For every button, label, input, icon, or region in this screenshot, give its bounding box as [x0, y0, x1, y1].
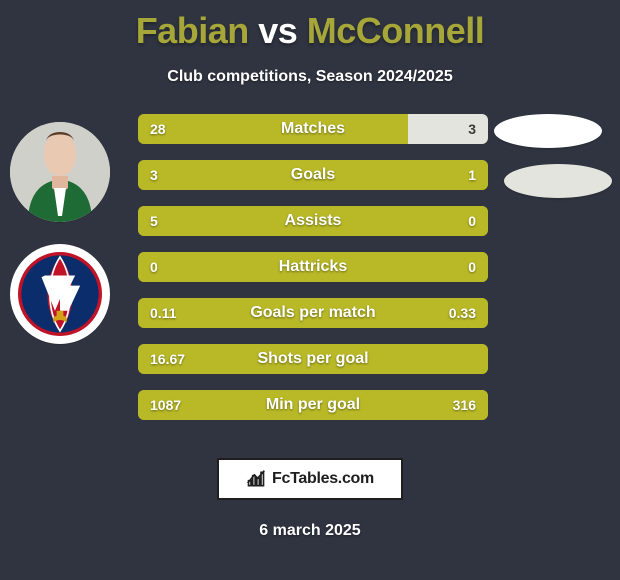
comparison-body: Matches283 Goals31 Assists50 Hattricks00 Goa…	[0, 114, 620, 434]
title-player1: Fabian	[136, 10, 249, 51]
stat-row-right-fill	[408, 114, 489, 144]
comparison-card: Fabian vs McConnell Club competitions, S…	[0, 0, 620, 580]
bar-chart-icon	[246, 469, 266, 489]
player-oval-marker	[494, 114, 602, 148]
stat-row: Hattricks00	[138, 252, 488, 282]
title-vs: vs	[258, 10, 297, 51]
stat-row: Assists50	[138, 206, 488, 236]
stat-row: Goals31	[138, 160, 488, 190]
stat-row: Min per goal1087316	[138, 390, 488, 420]
title-player2: McConnell	[307, 10, 485, 51]
player1-headshot-icon	[10, 122, 110, 222]
stat-row: Matches283	[138, 114, 488, 144]
stat-row-left-fill	[138, 298, 488, 328]
stat-row: Goals per match0.110.33	[138, 298, 488, 328]
stat-row-left-fill	[138, 114, 408, 144]
logo-text: FcTables.com	[272, 470, 374, 488]
stat-row: Shots per goal16.67	[138, 344, 488, 374]
stat-row-left-fill	[138, 390, 488, 420]
fctables-logo[interactable]: FcTables.com	[217, 458, 403, 500]
stat-row-left-fill	[138, 206, 488, 236]
subtitle: Club competitions, Season 2024/2025	[0, 68, 620, 86]
player1-avatar	[10, 122, 110, 222]
stat-row-left-fill	[138, 160, 488, 190]
stat-bars: Matches283 Goals31 Assists50 Hattricks00 Goa…	[138, 114, 488, 436]
date-text: 6 march 2025	[0, 522, 620, 540]
avatar-column	[10, 122, 120, 344]
player1-club-badge	[10, 244, 110, 344]
psg-badge-icon	[18, 252, 102, 336]
player-oval-marker	[504, 164, 612, 198]
page-title: Fabian vs McConnell	[0, 10, 620, 52]
stat-row-left-fill	[138, 344, 488, 374]
stat-row-left-fill	[138, 252, 488, 282]
